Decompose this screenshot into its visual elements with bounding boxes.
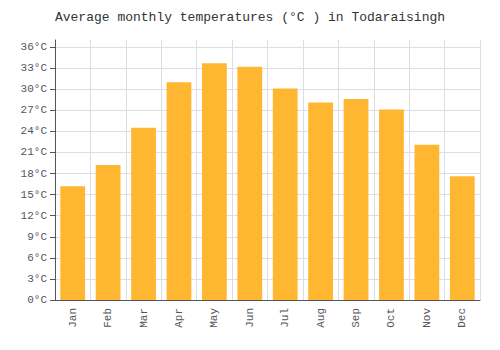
svg-text:Feb: Feb — [102, 308, 114, 328]
svg-text:27°C: 27°C — [21, 104, 48, 116]
svg-text:Dec: Dec — [456, 308, 468, 328]
svg-text:9°C: 9°C — [27, 231, 47, 243]
svg-text:18°C: 18°C — [21, 168, 48, 180]
svg-text:24°C: 24°C — [21, 125, 48, 137]
svg-text:Apr: Apr — [173, 308, 185, 328]
svg-text:Average monthly temperatures (: Average monthly temperatures (°C ) in To… — [55, 10, 445, 25]
svg-text:12°C: 12°C — [21, 210, 48, 222]
svg-text:Jun: Jun — [244, 308, 256, 328]
svg-text:3°C: 3°C — [27, 273, 47, 285]
svg-text:36°C: 36°C — [21, 41, 48, 53]
svg-text:0°C: 0°C — [27, 294, 47, 306]
svg-text:33°C: 33°C — [21, 62, 48, 74]
svg-text:Mar: Mar — [138, 308, 150, 328]
svg-text:May: May — [208, 308, 220, 328]
svg-text:Sep: Sep — [350, 308, 362, 328]
svg-text:Aug: Aug — [315, 308, 327, 328]
svg-text:Jul: Jul — [279, 308, 291, 328]
svg-text:21°C: 21°C — [21, 146, 48, 158]
svg-text:Oct: Oct — [385, 308, 397, 328]
svg-text:Nov: Nov — [421, 308, 433, 328]
svg-text:15°C: 15°C — [21, 189, 48, 201]
svg-text:6°C: 6°C — [27, 252, 47, 264]
svg-text:Jan: Jan — [67, 308, 79, 328]
svg-text:30°C: 30°C — [21, 83, 48, 95]
